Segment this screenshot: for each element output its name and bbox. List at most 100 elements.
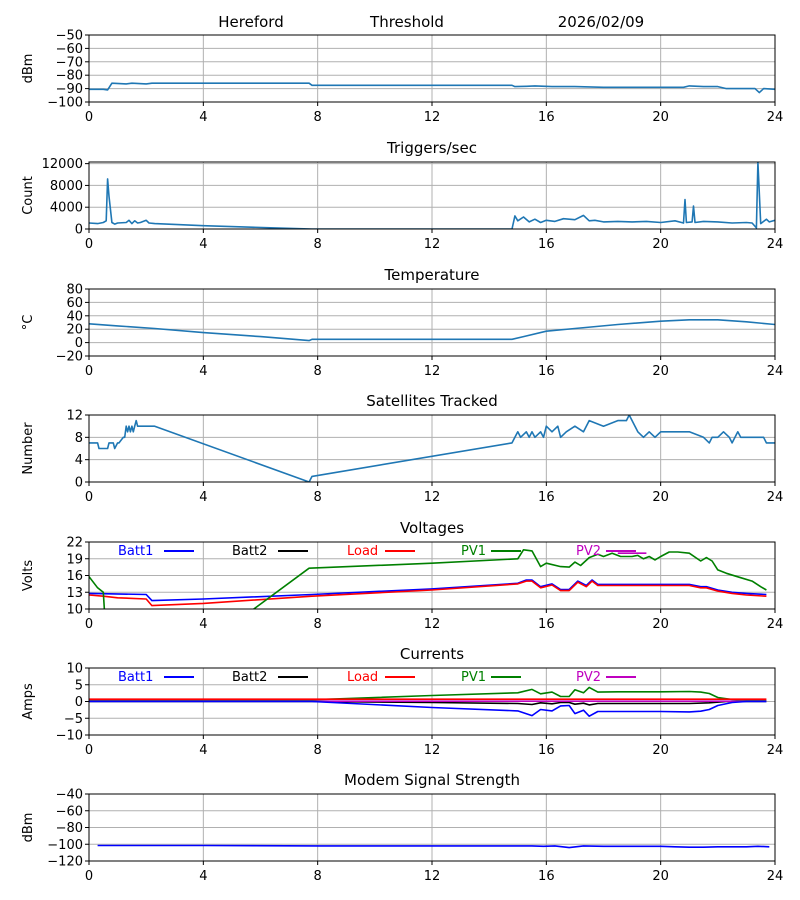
legend-label-batt1: Batt1: [118, 670, 153, 685]
y-tick-label: −50: [56, 29, 83, 44]
panel-modem: 0 4 8 12 16 20 24 −40−60 −80 −100 −120 dBm Modem Sig…: [21, 771, 783, 884]
x-tick-label: 8: [314, 364, 322, 379]
x-tick-label: 20: [652, 490, 669, 505]
x-tick-label: 8: [314, 869, 322, 884]
y-tick-label: 13: [66, 586, 83, 601]
x-tick-label: 20: [652, 364, 669, 379]
legend-label-batt1: Batt1: [118, 544, 153, 559]
series-line-modem: [97, 844, 770, 849]
y-tick-label: −70: [56, 55, 83, 70]
legend-label-pv1: PV1: [461, 670, 486, 685]
x-tick-label: 8: [314, 237, 322, 252]
chart-title: Modem Signal Strength: [344, 771, 520, 789]
x-tick-label: 20: [652, 237, 669, 252]
legend-label-pv2: PV2: [576, 670, 601, 685]
x-tick-label: 0: [85, 869, 93, 884]
x-tick-label: 0: [85, 617, 93, 632]
y-axis-label: Volts: [21, 560, 36, 592]
y-tick-label: 16: [66, 569, 83, 584]
y-tick-label: 80: [66, 283, 83, 298]
figure-date: 2026/02/09: [558, 13, 644, 31]
chart-title: Voltages: [400, 519, 464, 537]
grid-satellites: [88, 414, 776, 483]
chart-title: Triggers/sec: [386, 139, 477, 157]
y-tick-label: 8000: [50, 179, 83, 194]
x-tick-label: 4: [199, 490, 207, 505]
x-tick-label: 0: [85, 490, 93, 505]
x-tick-label: 12: [424, 364, 441, 379]
y-axis-label: °C: [21, 315, 36, 331]
y-tick-label: 19: [66, 552, 83, 567]
x-tick-label: 16: [538, 237, 555, 252]
y-axis-label: Number: [21, 422, 36, 475]
y-tick-label: 22: [66, 536, 83, 551]
y-tick-label: −60: [56, 42, 83, 57]
x-tick-label: 16: [538, 110, 555, 125]
y-tick-label: 10: [66, 662, 83, 677]
y-tick-label: 4: [75, 453, 83, 468]
y-tick-label: 8: [75, 431, 83, 446]
x-tick-label: 16: [538, 869, 555, 884]
legend-label-load: Load: [347, 544, 378, 559]
chart-title: Temperature: [383, 266, 479, 284]
x-tick-label: 16: [538, 743, 555, 758]
series-group-temperature: [89, 318, 775, 342]
x-tick-label: 20: [652, 743, 669, 758]
y-tick-label: 4000: [50, 201, 83, 216]
legend-label-batt2: Batt2: [232, 544, 267, 559]
series-line-pv1: [89, 686, 767, 702]
legend-label-batt2: Batt2: [232, 670, 267, 685]
x-tick-label: 24: [767, 743, 784, 758]
y-tick-label: −5: [64, 712, 83, 727]
y-tick-label: 0: [75, 476, 83, 491]
x-tick-label: 24: [767, 490, 784, 505]
y-tick-label: 0: [75, 336, 83, 351]
chart-title: Satellites Tracked: [366, 392, 497, 410]
x-tick-label: 20: [652, 617, 669, 632]
panel-satellites: 0 4 8 12 16 20 24 0 4 8 12 Number Satellites Tracked: [21, 392, 783, 505]
series-line-temperature: [89, 318, 775, 342]
x-tick-label: 4: [199, 743, 207, 758]
x-tick-label: 0: [85, 743, 93, 758]
x-tick-label: 0: [85, 237, 93, 252]
x-tick-label: 4: [199, 237, 207, 252]
y-tick-label: −40: [56, 788, 83, 803]
series-line-triggers: [89, 162, 775, 229]
y-tick-label: 20: [66, 323, 83, 338]
series-group-voltages: [89, 548, 767, 609]
y-tick-label: 5: [75, 678, 83, 693]
figure-header: Hereford Threshold 2026/02/09: [218, 13, 644, 31]
grid-triggers: [88, 162, 776, 230]
legend-label-load: Load: [347, 670, 378, 685]
y-tick-label: 40: [66, 309, 83, 324]
panel-triggers: 0 4 8 12 16 20 24 0 4000 8000 12000 Count Triggers/s…: [21, 139, 783, 252]
grid-temperature: [88, 288, 776, 357]
y-tick-label: 12: [66, 409, 83, 424]
series-line-batt1: [89, 700, 767, 718]
y-tick-label: −120: [47, 855, 83, 870]
x-tick-label: 0: [85, 364, 93, 379]
y-tick-label: 12000: [42, 157, 83, 172]
y-tick-label: −100: [47, 96, 83, 111]
series-group-threshold: [89, 82, 775, 94]
x-tick-label: 16: [538, 364, 555, 379]
x-tick-label: 12: [424, 617, 441, 632]
series-line-load: [89, 580, 767, 607]
grid-threshold: [88, 34, 776, 103]
x-tick-label: 24: [767, 364, 784, 379]
y-axis-label: dBm: [21, 813, 36, 843]
y-tick-label: −10: [56, 729, 83, 744]
legend-label-pv2: PV2: [576, 544, 601, 559]
x-tick-label: 4: [199, 110, 207, 125]
y-tick-label: 10: [66, 603, 83, 618]
y-axis-label: Amps: [21, 683, 36, 720]
x-tick-label: 12: [424, 743, 441, 758]
y-tick-label: −90: [56, 82, 83, 97]
series-group-satellites: [89, 415, 775, 482]
x-tick-label: 4: [199, 364, 207, 379]
x-tick-label: 12: [424, 490, 441, 505]
